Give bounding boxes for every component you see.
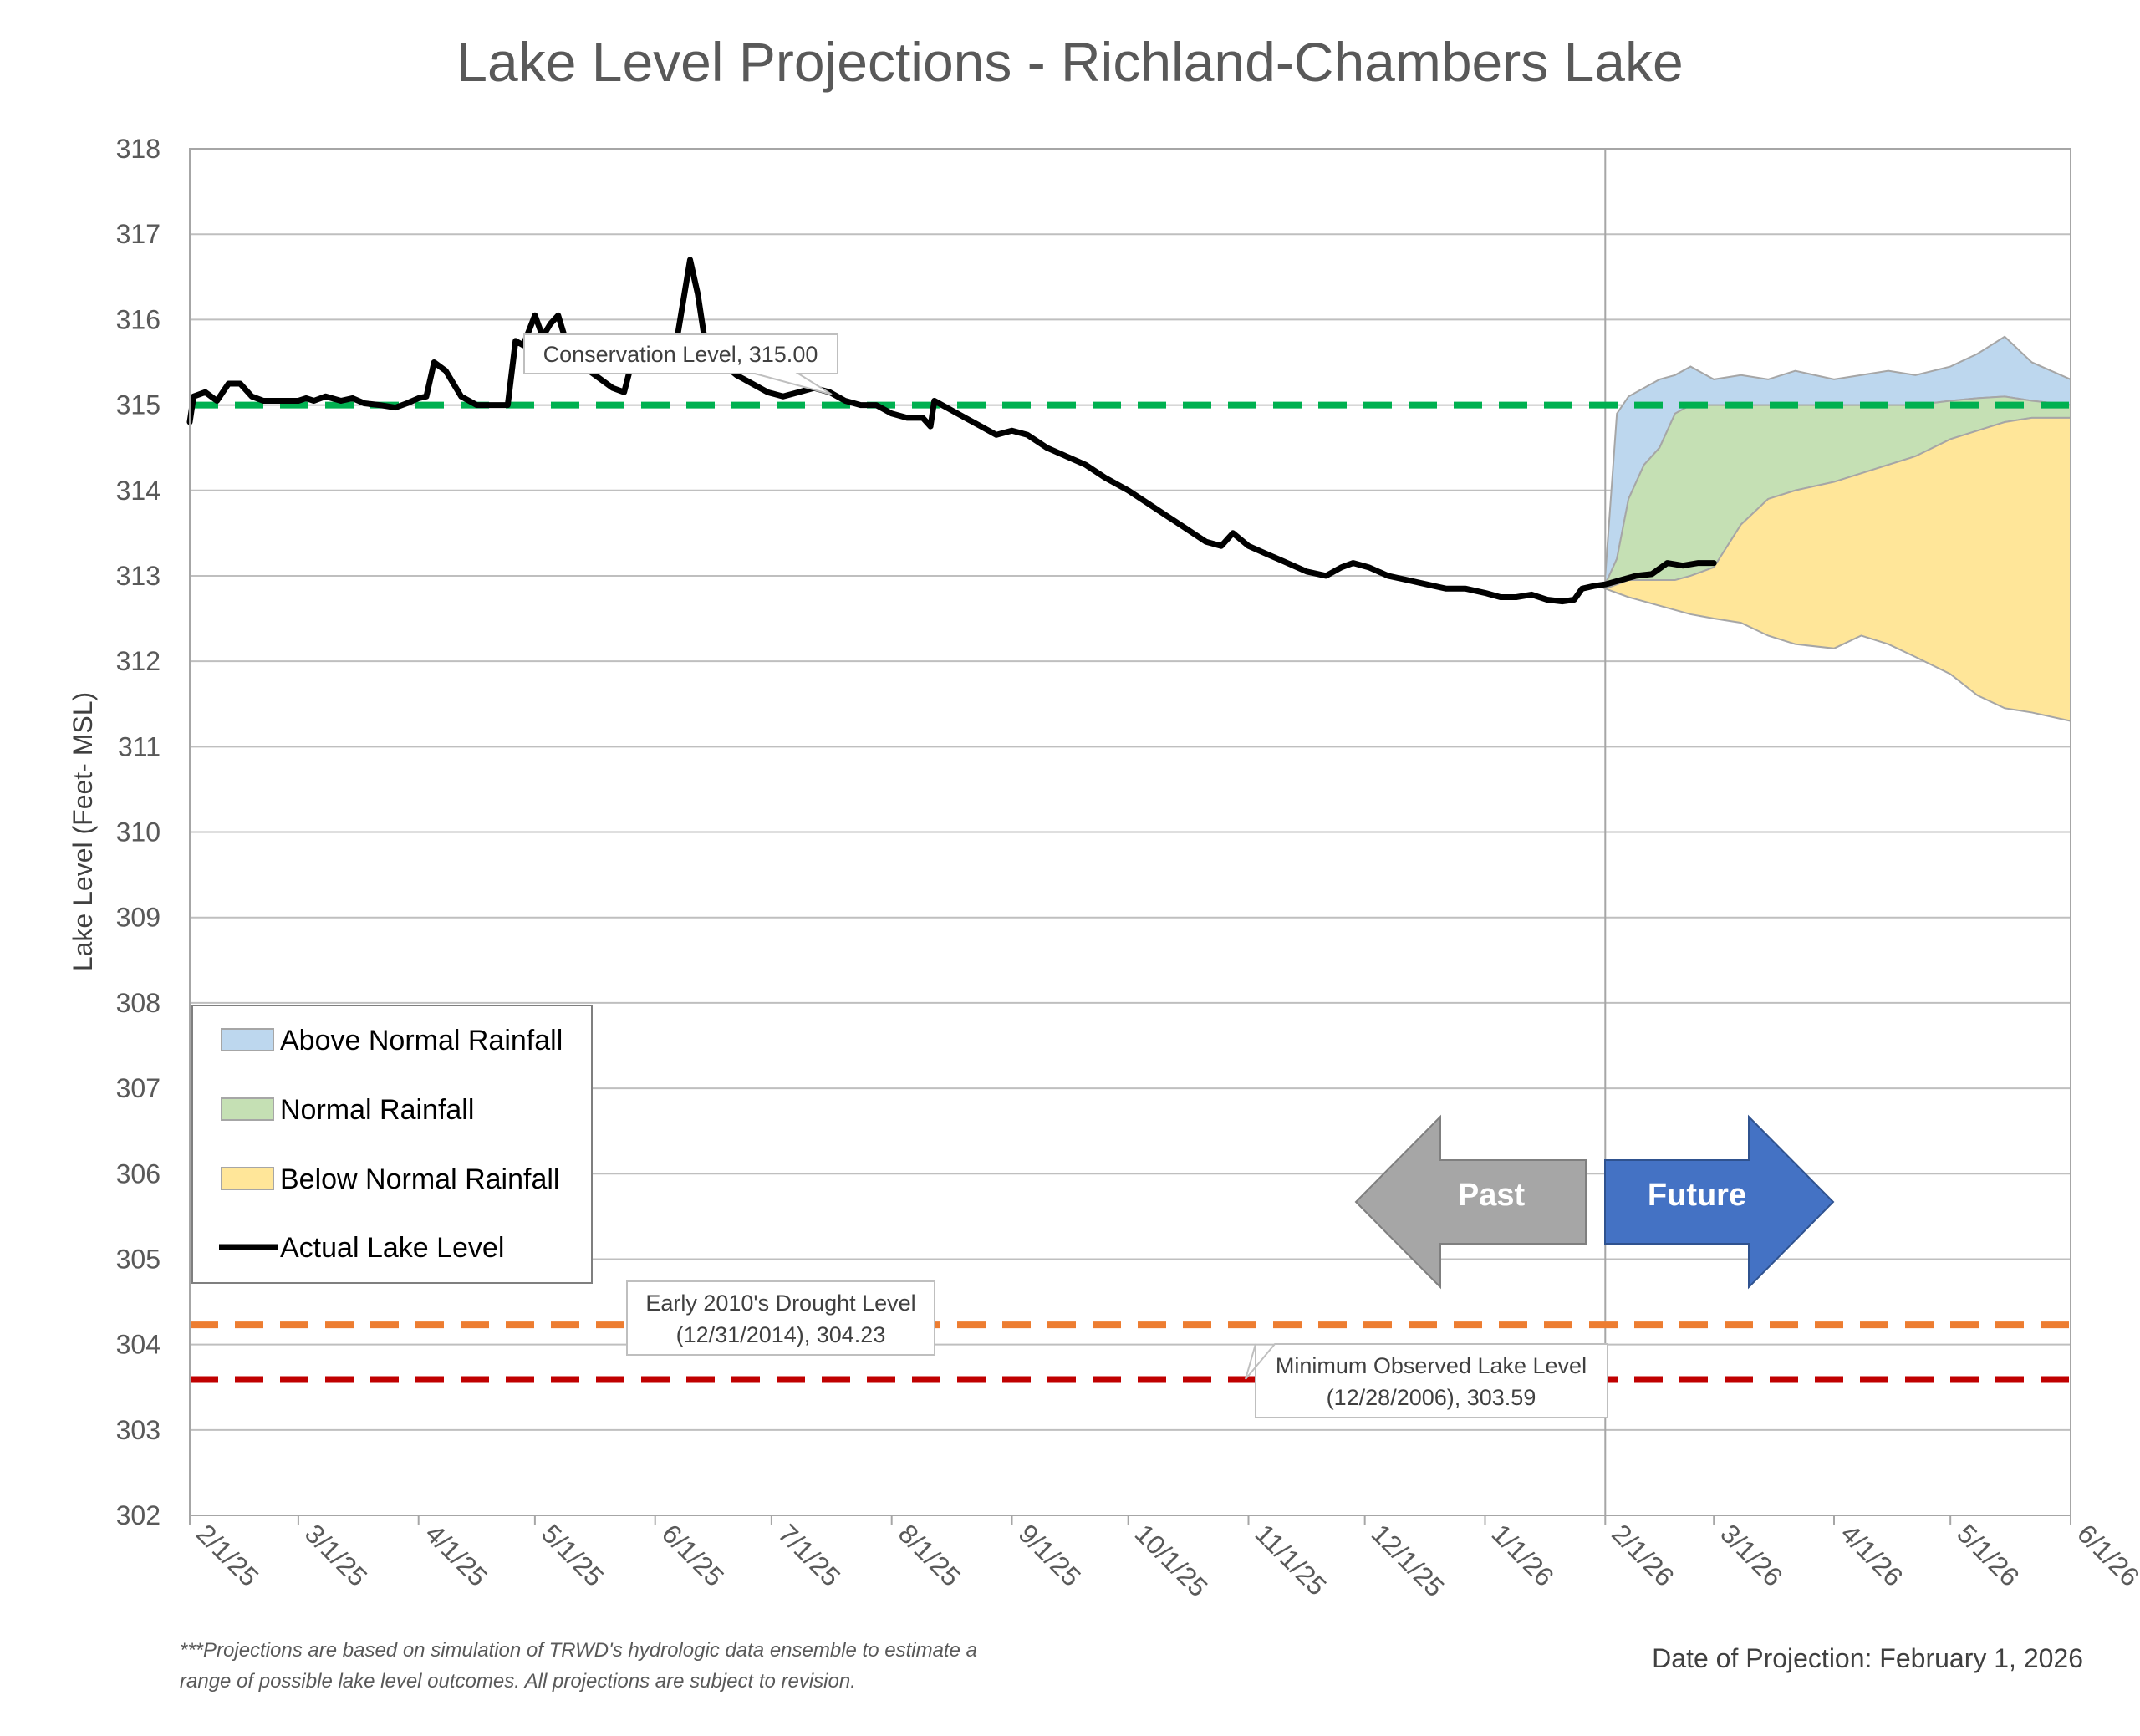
y-tick-label: 311 — [118, 731, 160, 761]
actual-level-layer — [186, 257, 1717, 605]
conservation-level-callout: Conservation Level, 315.00 — [523, 333, 838, 395]
y-axis-label: Lake Level (Feet- MSL) — [68, 692, 98, 971]
y-tick-label: 313 — [116, 561, 160, 591]
y-tick-label: 316 — [116, 304, 160, 334]
y-tick-label: 318 — [116, 134, 160, 164]
drought-level-label-line2: (12/31/2014), 304.23 — [676, 1322, 886, 1347]
y-tick-label: 306 — [116, 1158, 160, 1189]
past-arrow: Past — [1354, 1114, 1587, 1290]
y-tick-label: 305 — [116, 1244, 160, 1274]
minimum-level-label-line1: Minimum Observed Lake Level — [1276, 1353, 1587, 1378]
drought-level-label-line1: Early 2010's Drought Level — [645, 1291, 915, 1316]
legend-swatch-normal — [221, 1097, 274, 1121]
legend-swatch-below-normal — [221, 1167, 274, 1190]
y-tick-label: 302 — [116, 1500, 160, 1530]
y-tick-label: 307 — [116, 1073, 160, 1103]
legend-label-normal: Normal Rainfall — [280, 1094, 474, 1126]
chart-title: Lake Level Projections - Richland-Chambe… — [456, 31, 1683, 93]
legend-box — [191, 1005, 593, 1284]
conservation-level-label: Conservation Level, 315.00 — [543, 342, 818, 367]
projection-date: Date of Projection: February 1, 2026 — [1652, 1643, 2083, 1673]
footnote-line1: ***Projections are based on simulation o… — [180, 1639, 977, 1662]
y-tick-label: 315 — [116, 390, 160, 420]
y-tick-label: 309 — [116, 903, 160, 933]
y-axis-ticks: 302 303 304 305 306 307 308 309 310 311 312 313 314 3… — [116, 134, 160, 1530]
footnote-line2: range of possible lake level outcomes. A… — [180, 1670, 856, 1693]
drought-level-callout: Early 2010's Drought Level (12/31/2014),… — [626, 1280, 935, 1356]
y-tick-label: 304 — [116, 1330, 160, 1360]
y-tick-label: 310 — [116, 817, 160, 848]
legend-item-below-normal: Below Normal Rainfall — [221, 1163, 559, 1195]
legend: Above Normal Rainfall Normal Rainfall Be… — [191, 1005, 593, 1284]
y-tick-label: 317 — [116, 219, 160, 249]
y-tick-label: 308 — [116, 988, 160, 1018]
y-tick-label: 312 — [116, 646, 160, 676]
legend-label-actual-level: Actual Lake Level — [280, 1232, 504, 1264]
legend-item-normal: Normal Rainfall — [221, 1094, 474, 1126]
minimum-level-label-line2: (12/28/2006), 303.59 — [1327, 1385, 1536, 1410]
legend-item-above-normal: Above Normal Rainfall — [221, 1025, 563, 1056]
legend-label-above-normal: Above Normal Rainfall — [280, 1025, 563, 1056]
legend-item-actual-level: Actual Lake Level — [219, 1232, 504, 1264]
legend-swatch-above-normal — [221, 1028, 274, 1051]
actual-level-line — [186, 257, 1717, 605]
y-tick-label: 303 — [116, 1415, 160, 1445]
minimum-level-callout: Minimum Observed Lake Level (12/28/2006)… — [1245, 1343, 1608, 1418]
future-arrow: Future — [1604, 1114, 1835, 1290]
y-tick-label: 314 — [116, 476, 160, 506]
past-label: Past — [1458, 1178, 1526, 1213]
legend-label-below-normal: Below Normal Rainfall — [280, 1163, 559, 1195]
plot-area-frame — [189, 148, 2071, 1516]
future-label: Future — [1648, 1178, 1746, 1213]
